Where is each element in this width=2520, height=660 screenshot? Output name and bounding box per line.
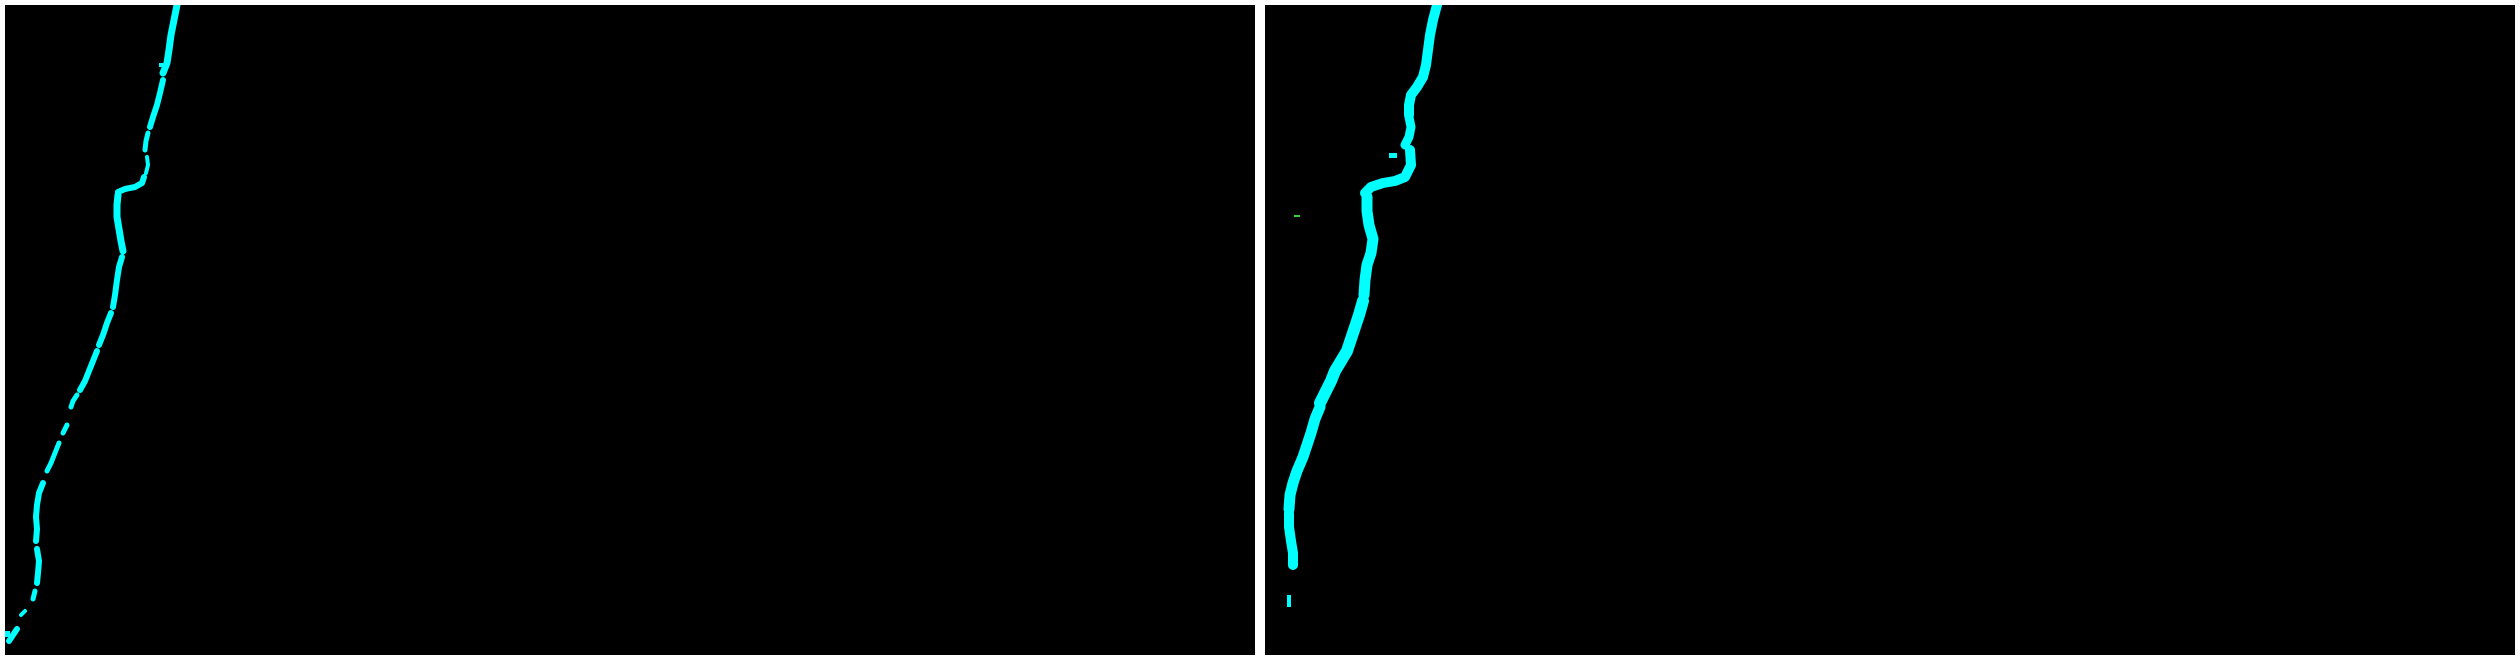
crack-segment xyxy=(110,254,125,310)
crack-segment xyxy=(142,130,151,153)
crack-segment xyxy=(60,422,70,436)
crack-segment xyxy=(1400,112,1416,150)
crack-segment xyxy=(19,609,27,617)
crack-segment xyxy=(1358,191,1379,301)
crack-segment xyxy=(1283,401,1326,515)
right-crack-segments xyxy=(1283,5,1442,570)
right-crack-mask xyxy=(1283,5,1442,607)
crack-segment xyxy=(1360,145,1416,198)
speck xyxy=(5,631,10,637)
right-segmentation-panel xyxy=(1265,5,2515,655)
crack-segment xyxy=(144,155,150,175)
crack-segment xyxy=(159,5,181,77)
crack-segment xyxy=(1284,508,1298,570)
crack-segment xyxy=(77,348,100,393)
crack-segment xyxy=(1314,295,1369,409)
speck xyxy=(1294,215,1300,217)
crack-segment xyxy=(68,392,80,410)
crack-segment xyxy=(113,191,127,255)
crack-segment xyxy=(1404,5,1442,120)
left-segmentation-panel xyxy=(5,5,1255,655)
right-crack-specks xyxy=(1287,153,1397,607)
crack-fragment xyxy=(1389,153,1397,158)
crack-segment xyxy=(6,626,20,644)
crack-segment xyxy=(96,310,114,348)
left-crack-mask xyxy=(5,5,181,644)
left-crack-segments xyxy=(6,5,181,644)
crack-segment xyxy=(147,77,166,130)
speck xyxy=(125,186,131,189)
crack-segment xyxy=(33,480,46,544)
crack-fragment xyxy=(1287,595,1291,607)
speck xyxy=(159,63,163,67)
crack-segment xyxy=(30,588,38,602)
crack-segment xyxy=(34,546,42,586)
crack-segment xyxy=(44,440,62,474)
crack-segment xyxy=(115,174,147,195)
left-crack-specks xyxy=(5,63,163,637)
